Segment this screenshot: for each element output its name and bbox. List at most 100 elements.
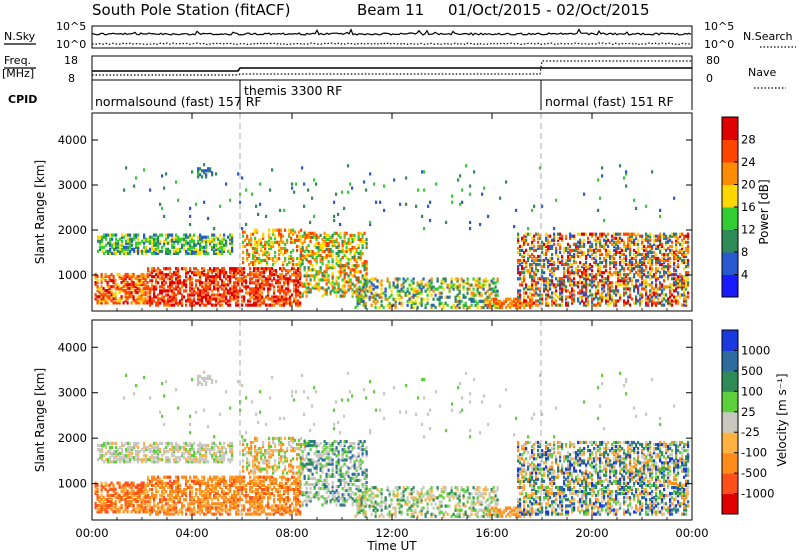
power-cell [671,303,674,307]
velocity-cell [163,475,166,479]
power-cell [138,287,141,291]
power-cell [255,295,258,299]
power-cell [621,283,624,287]
velocity-cell [115,452,118,456]
velocity-cell [126,491,129,495]
power-cell [631,240,634,244]
power-cell [123,247,126,251]
power-cell [173,291,176,295]
power-cell [661,258,664,263]
velocity-cell [163,492,166,496]
power-y-label: Slant Range [km] [33,160,47,264]
power-cell [313,268,316,272]
power-cell [523,299,526,303]
power-cell [113,233,116,237]
power-cell [364,305,367,309]
power-cell [651,263,654,267]
power-cell [517,240,520,244]
power-cell [589,291,592,295]
power-cell [649,238,652,242]
velocity-cell [142,495,145,500]
power-cell [577,265,580,269]
power-cell [372,283,375,287]
velocity-cell [134,485,137,489]
velocity-cell [124,485,127,489]
power-cell [144,274,147,279]
velocity-cell [118,485,121,489]
velocity-cell [175,456,178,460]
power-cell [246,236,249,240]
power-cell [541,240,544,244]
power-cell [124,272,127,277]
power-cell [149,235,152,239]
power-cell [364,295,367,299]
power-cell [203,287,206,291]
velocity-cell [100,504,103,508]
power-cell [115,233,118,237]
power-cell [339,294,342,298]
power-cell [265,283,268,287]
velocity-cell [161,506,164,510]
power-cell [633,267,636,271]
power-cell [563,285,566,289]
power-cell [653,297,656,301]
power-cell [151,287,154,291]
velocity-cell [159,477,162,481]
power-cell [569,291,572,295]
power-cell [631,261,634,265]
power-cell [189,267,192,271]
power-cell [627,287,630,291]
power-cell [193,245,196,249]
power-cell [641,287,644,291]
power-cell [175,279,178,283]
power-cell [291,186,294,190]
power-cell [217,283,220,287]
power-cell [613,248,616,252]
power-cell [685,261,688,265]
velocity-cell [217,456,220,460]
power-cell [96,281,99,285]
velocity-cell [153,498,156,502]
power-cell [545,297,548,301]
power-cell [683,285,686,289]
power-cell [615,246,618,250]
power-cell [655,289,658,293]
power-cell [641,236,644,240]
velocity-cell [110,502,113,506]
power-cell [511,303,514,307]
power-cell [396,285,399,289]
power-cell [199,237,202,241]
power-cell [609,285,612,289]
velocity-cell [205,450,208,454]
velocity-cell [142,489,145,493]
power-cell [229,239,232,243]
power-cell [615,301,618,305]
power-cell [199,297,202,301]
power-cell [217,251,220,255]
power-cell [418,291,421,295]
power-cell [217,289,220,293]
velocity-cell [129,450,132,454]
velocity-cell [193,460,196,464]
power-cell [110,285,113,289]
power-cell [527,287,530,291]
power-cell [333,266,336,270]
power-cell [649,299,652,303]
power-cell [617,277,620,281]
power-cell [627,277,630,281]
power-cell [639,301,642,305]
power-cell [100,295,103,299]
power-cell [569,248,572,252]
power-cell [155,273,158,277]
power-cell [235,271,238,275]
power-cell [667,301,670,305]
power-cell [653,256,656,261]
power-cell [583,244,586,248]
power-cell [246,256,249,261]
power-cell [406,299,409,303]
velocity-cell [153,508,156,512]
power-cell [223,299,226,303]
power-cell [285,291,288,295]
power-cell [351,239,354,243]
power-cell [191,283,194,287]
